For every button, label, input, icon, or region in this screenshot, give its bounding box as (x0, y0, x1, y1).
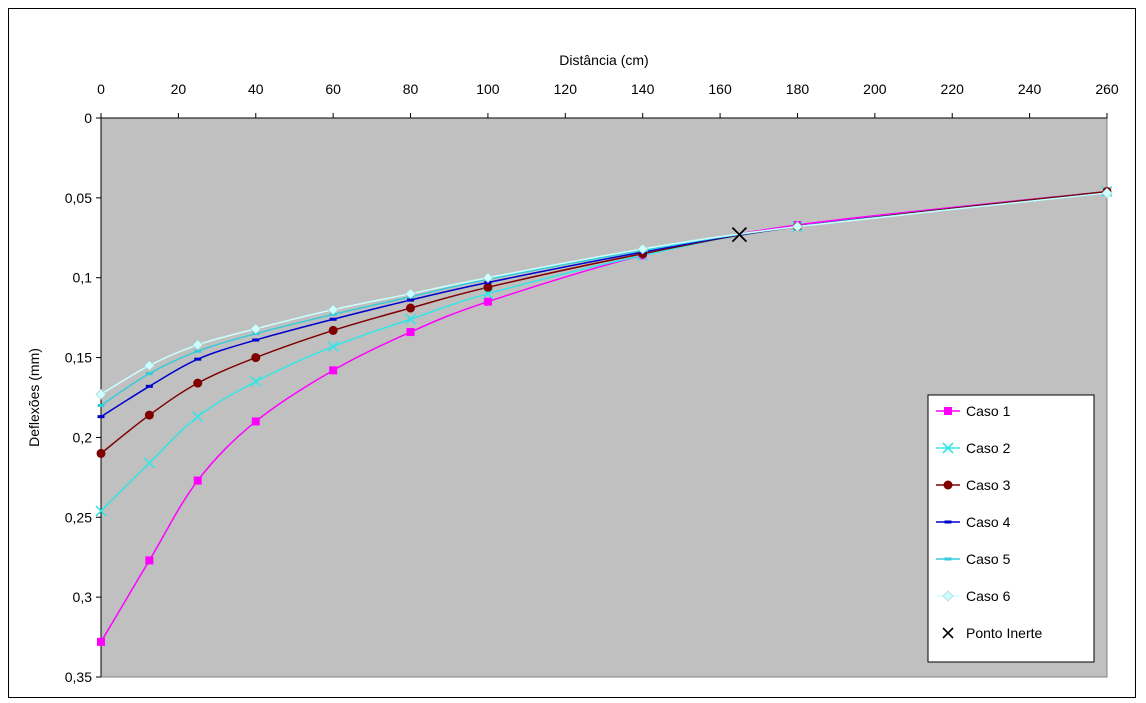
data-point-caso-2 (192, 411, 204, 423)
data-point-caso-3 (406, 303, 416, 313)
data-point-caso-4 (329, 317, 337, 321)
data-point-caso-1 (406, 328, 415, 337)
x-tick-label: 220 (941, 81, 965, 97)
legend-marker (942, 442, 954, 454)
legend-box (927, 394, 1095, 663)
data-point-caso-3 (96, 448, 106, 458)
data-point-caso-2 (404, 313, 417, 325)
legend-marker (942, 590, 954, 602)
data-point-caso-6 (95, 388, 107, 400)
data-point-caso-1 (251, 417, 260, 426)
legend: Caso 1 Caso 2 Caso 3 Caso 4 Caso 5 Caso 6 Pont… (927, 394, 1095, 663)
data-point-caso-4 (194, 357, 202, 361)
y-tick-label: 0,2 (73, 429, 93, 445)
y-tick-label: 0,15 (65, 350, 92, 366)
x-tick-label: 60 (325, 81, 341, 97)
x-axis-title: Distância (cm) (559, 52, 648, 68)
series-markers (95, 185, 1113, 646)
y-tick-label: 0 (84, 110, 92, 126)
data-point-caso-3 (251, 353, 261, 363)
y-tick-label: 0,25 (65, 509, 92, 525)
data-point-caso-2 (482, 288, 494, 300)
x-tick-label: 100 (476, 81, 500, 97)
x-tick-label: 120 (554, 81, 578, 97)
legend-marker (944, 520, 952, 524)
data-point-caso-2 (250, 375, 262, 388)
data-point-caso-1 (193, 476, 202, 485)
x-tick-label: 40 (248, 81, 264, 97)
data-point-caso-6 (637, 243, 649, 255)
y-tick-label: 0,35 (65, 669, 92, 685)
data-point-caso-6 (143, 360, 155, 371)
data-point-caso-6 (482, 272, 494, 284)
legend-marker (944, 557, 952, 561)
y-tick-label: 0,05 (65, 190, 92, 206)
x-tick-label: 0 (97, 81, 105, 97)
ponto-inerte-marker (731, 226, 748, 243)
legend-label: Caso 4 (966, 514, 1011, 530)
data-point-caso-1 (97, 637, 105, 646)
data-point-caso-1 (329, 366, 338, 375)
x-tick-label: 20 (171, 81, 187, 97)
y-axis-title: Deflexões (mm) (26, 348, 42, 447)
data-point-caso-4 (407, 298, 415, 302)
data-point-caso-4 (97, 415, 105, 419)
legend-label: Caso 5 (966, 551, 1011, 567)
data-point-caso-1 (145, 556, 154, 565)
x-tick-label: 240 (1018, 81, 1042, 97)
y-tick-label: 0,1 (73, 270, 93, 286)
data-point-caso-5 (194, 349, 202, 353)
x-tick-label: 260 (1095, 81, 1119, 97)
data-point-caso-3 (193, 378, 203, 388)
data-point-caso-2 (143, 457, 155, 469)
legend-label: Caso 3 (966, 477, 1011, 493)
y-tick-label: 0,3 (73, 589, 93, 605)
data-point-caso-2 (95, 505, 107, 517)
data-point-caso-6 (405, 288, 416, 300)
data-point-caso-6 (1101, 187, 1113, 199)
legend-label: Caso 2 (966, 440, 1011, 456)
legend-marker (943, 480, 953, 490)
data-point-caso-5 (97, 403, 105, 407)
data-point-caso-3 (144, 410, 154, 420)
data-point-caso-3 (483, 282, 493, 292)
legend-label: Caso 6 (966, 588, 1011, 604)
x-tick-label: 80 (403, 81, 419, 97)
legend-marker (944, 407, 952, 415)
legend-marker (942, 627, 954, 639)
data-point-caso-5 (145, 372, 153, 376)
data-point-caso-4 (252, 338, 260, 342)
data-point-caso-4 (145, 384, 153, 388)
legend-label: Ponto Inerte (966, 625, 1042, 641)
x-tick-label: 180 (786, 81, 810, 97)
data-point-caso-3 (328, 325, 338, 335)
data-point-caso-6 (792, 221, 803, 233)
x-tick-label: 200 (863, 81, 887, 97)
data-point-caso-6 (192, 339, 204, 351)
legend-label: Caso 1 (966, 403, 1011, 419)
data-point-caso-2 (327, 340, 339, 352)
annotation (731, 226, 748, 243)
data-point-caso-6 (327, 304, 339, 316)
x-tick-label: 140 (631, 81, 655, 97)
data-point-caso-6 (250, 323, 262, 335)
data-point-caso-1 (483, 297, 492, 306)
x-tick-label: 160 (708, 81, 732, 97)
